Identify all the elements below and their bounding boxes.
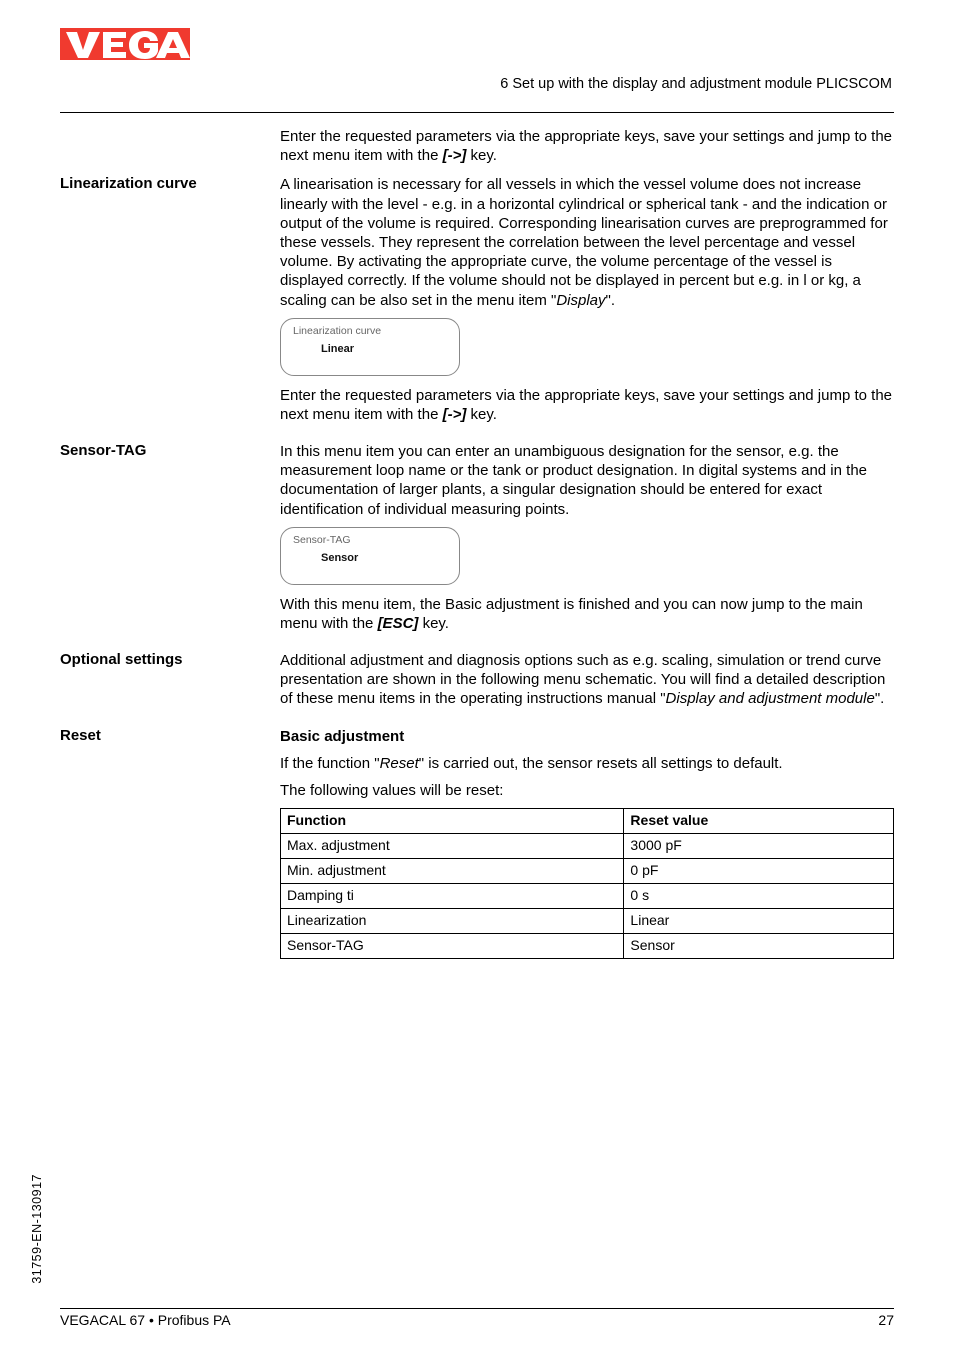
opt-paragraph: Additional adjustment and diagnosis opti… [280, 651, 894, 709]
table-header-row: Function Reset value [281, 809, 894, 834]
lin-after-text: Enter the requested parameters via the a… [280, 387, 892, 423]
tag-paragraph: In this menu item you can enter an unamb… [280, 442, 894, 519]
cell: 3000 pF [624, 834, 894, 859]
page-footer: VEGACAL 67 • Profibus PA 27 [60, 1308, 894, 1328]
cell: Sensor-TAG [281, 933, 624, 958]
sidehead-reset: Reset [60, 727, 260, 744]
reset-line1b: " is carried out, the sensor resets all … [419, 755, 783, 772]
tag-after: With this menu item, the Basic adjustmen… [280, 595, 894, 633]
table-row: Max. adjustment 3000 pF [281, 834, 894, 859]
header-section-title: 6 Set up with the display and adjustment… [60, 76, 894, 94]
sidehead-sensor-tag: Sensor-TAG [60, 442, 260, 459]
cell: Damping ti [281, 883, 624, 908]
reset-line2: The following values will be reset: [280, 781, 894, 800]
lin-tail: ". [606, 292, 616, 309]
lin-text: A linearisation is necessary for all ves… [280, 176, 888, 308]
col-reset-value: Reset value [624, 809, 894, 834]
intro-key: [->] [443, 147, 467, 164]
opt-em: Display and adjustment module [666, 690, 875, 707]
lin-em: Display [556, 292, 605, 309]
cell: Min. adjustment [281, 859, 624, 884]
tag-after-key: [ESC] [378, 615, 419, 632]
lin-bubble-value: Linear [293, 342, 449, 356]
tag-after-text: With this menu item, the Basic adjustmen… [280, 596, 863, 632]
cell: Linearization [281, 908, 624, 933]
reset-subhead: Basic adjustment [280, 727, 894, 746]
lin-after-tail: key. [466, 406, 497, 423]
tag-after-tail: key. [418, 615, 449, 632]
reset-line1a: If the function " [280, 755, 380, 772]
table-row: Min. adjustment 0 pF [281, 859, 894, 884]
reset-line1: If the function "Reset" is carried out, … [280, 754, 894, 773]
opt-tail: ". [875, 690, 885, 707]
footer-left: VEGACAL 67 • Profibus PA [60, 1312, 231, 1328]
sidehead-optional: Optional settings [60, 651, 260, 668]
side-doc-code: 31759-EN-130917 [30, 1174, 44, 1284]
lin-after-key: [->] [443, 406, 467, 423]
table-row: Linearization Linear [281, 908, 894, 933]
header-rule [60, 112, 894, 113]
intro-paragraph: Enter the requested parameters via the a… [280, 127, 894, 165]
table-row: Damping ti 0 s [281, 883, 894, 908]
lin-paragraph: A linearisation is necessary for all ves… [280, 175, 894, 309]
lin-bubble-title: Linearization curve [293, 325, 449, 339]
cell: 0 pF [624, 859, 894, 884]
tag-bubble-value: Sensor [293, 551, 449, 565]
tag-bubble: Sensor-TAG Sensor [280, 527, 460, 585]
intro-tail: key. [466, 147, 497, 164]
col-function: Function [281, 809, 624, 834]
logo [60, 28, 190, 65]
table-row: Sensor-TAG Sensor [281, 933, 894, 958]
cell: 0 s [624, 883, 894, 908]
tag-bubble-title: Sensor-TAG [293, 534, 449, 548]
intro-text: Enter the requested parameters via the a… [280, 128, 892, 164]
footer-page-number: 27 [878, 1312, 894, 1328]
reset-line1-em: Reset [380, 755, 419, 772]
cell: Sensor [624, 933, 894, 958]
cell: Max. adjustment [281, 834, 624, 859]
reset-table: Function Reset value Max. adjustment 300… [280, 808, 894, 958]
lin-after: Enter the requested parameters via the a… [280, 386, 894, 424]
sidehead-linearization: Linearization curve [60, 175, 260, 192]
lin-bubble: Linearization curve Linear [280, 318, 460, 376]
cell: Linear [624, 908, 894, 933]
